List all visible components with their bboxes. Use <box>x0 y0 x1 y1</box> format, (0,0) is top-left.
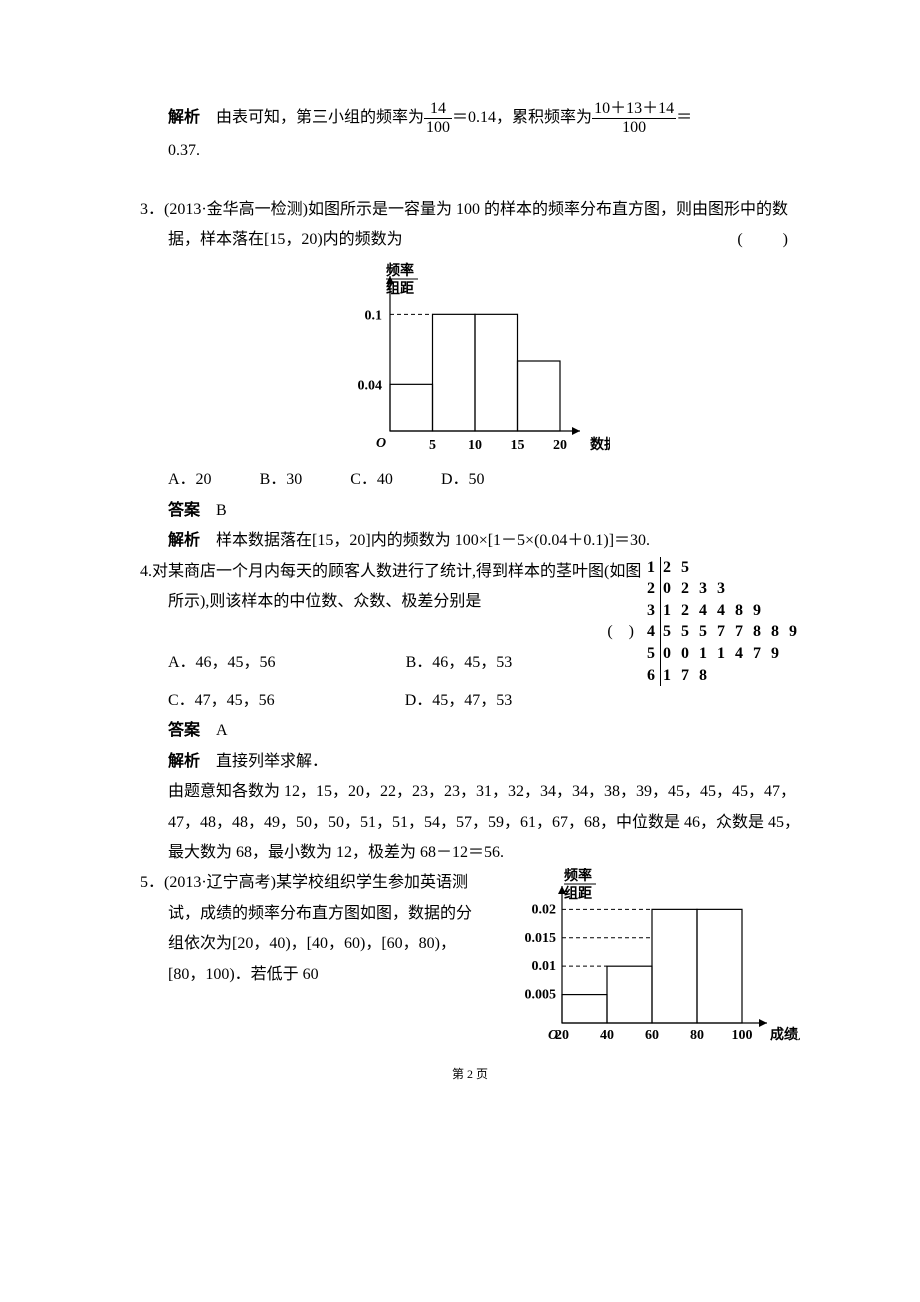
q3-stem-text: (2013·金华高一检测)如图所示是一容量为 100 的样本的频率分布直方图，则… <box>164 201 788 248</box>
q2-line2: 0.37. <box>140 136 800 166</box>
q4-answer: 答案 A <box>140 716 800 746</box>
q4-stem-text: 对某商店一个月内每天的顾客人数进行了统计,得到样本的茎叶图(如图所示),则该样本… <box>152 563 641 610</box>
svg-text:成绩／分: 成绩／分 <box>770 1026 800 1043</box>
q5-chart: 0.0050.010.0150.0220406080100O成绩／分频率组距 <box>500 868 800 1043</box>
q5-stem-text: (2013·辽宁高考)某学校组织学生参加英语测试，成绩的频率分布直方图如图，数据… <box>164 874 472 982</box>
svg-text:频率: 频率 <box>386 262 414 279</box>
svg-text:0.01: 0.01 <box>532 960 557 975</box>
q4-options-row2: C．47，45，56 D．45，47，53 <box>140 686 800 716</box>
svg-text:10: 10 <box>468 438 482 453</box>
q3-paren: ( ) <box>765 225 800 255</box>
q3-opt-c: C．40 <box>350 465 393 495</box>
q4-row: 4.对某商店一个月内每天的顾客人数进行了统计,得到样本的茎叶图(如图所示),则该… <box>140 557 800 687</box>
svg-text:0.015: 0.015 <box>525 931 557 946</box>
q4-exp1: 解析 直接列举求解． <box>140 747 800 777</box>
q4-exp2: 由题意知各数为 12，15，20，22，23，23，31，32，34，34，38… <box>140 777 800 868</box>
svg-text:0.02: 0.02 <box>532 903 557 918</box>
q3-options: A．20 B．30 C．40 D．50 <box>140 465 800 495</box>
q5-stem: 5．(2013·辽宁高考)某学校组织学生参加英语测试，成绩的频率分布直方图如图，… <box>140 868 484 990</box>
q2-explanation: 解析 由表可知，第三小组的频率为14100＝0.14，累积频率为10＋13＋14… <box>140 100 800 136</box>
q4-paren: ( ) <box>140 617 644 647</box>
q3-chart: 0.04 0.1 5 10 15 20 O 数据 频率组距 <box>140 261 800 461</box>
svg-text:0.005: 0.005 <box>525 988 557 1003</box>
svg-text:组距: 组距 <box>386 280 414 297</box>
q3-exp-label: 解析 <box>168 532 200 549</box>
svg-text:60: 60 <box>645 1028 659 1043</box>
q4-ans-label: 答案 <box>168 722 200 739</box>
q2-frac1: 14100 <box>424 100 452 136</box>
q2-exp-label: 解析 <box>168 109 200 126</box>
q4-exp-label: 解析 <box>168 753 200 770</box>
q4-num: 4. <box>140 563 152 580</box>
q4-opt-a: A．46，45，56 <box>168 648 276 678</box>
q4-opt-b: B．46，45，53 <box>406 648 513 678</box>
q3-exp: 样本数据落在[15，20]内的频数为 100×[1－5×(0.04＋0.1)]＝… <box>216 532 650 549</box>
q3-opt-d: D．50 <box>441 465 485 495</box>
q4-exp1-text: 直接列举求解． <box>216 753 328 770</box>
q3-num: 3． <box>140 201 164 218</box>
svg-text:组距: 组距 <box>564 885 592 902</box>
q3-explanation: 解析 样本数据落在[15，20]内的频数为 100×[1－5×(0.04＋0.1… <box>140 526 800 556</box>
svg-text:20: 20 <box>553 438 567 453</box>
q3-ans: B <box>216 502 227 519</box>
svg-text:100: 100 <box>732 1028 753 1043</box>
q3-ans-label: 答案 <box>168 502 200 519</box>
q3-answer: 答案 B <box>140 496 800 526</box>
q2-eq1: ＝0.14，累积频率为 <box>452 109 592 126</box>
q2-eq2: ＝ <box>676 109 692 126</box>
q4-stemleaf: 12 520 2 3 331 2 4 4 8 945 5 5 7 7 8 8 9… <box>644 557 800 687</box>
q3-stem: 3．(2013·金华高一检测)如图所示是一容量为 100 的样本的频率分布直方图… <box>140 195 800 256</box>
svg-text:15: 15 <box>511 438 525 453</box>
svg-text:40: 40 <box>600 1028 614 1043</box>
q4-stem: 4.对某商店一个月内每天的顾客人数进行了统计,得到样本的茎叶图(如图所示),则该… <box>140 557 644 618</box>
svg-text:O: O <box>376 436 386 451</box>
q5-row: 5．(2013·辽宁高考)某学校组织学生参加英语测试，成绩的频率分布直方图如图，… <box>140 868 800 1043</box>
q3-opt-b: B．30 <box>260 465 303 495</box>
svg-text:5: 5 <box>429 438 436 453</box>
q4-opt-c: C．47，45，56 <box>168 686 275 716</box>
svg-text:频率: 频率 <box>564 868 592 884</box>
svg-text:数据: 数据 <box>590 436 610 453</box>
q4-ans: A <box>216 722 228 739</box>
q2-text-a: 由表可知，第三小组的频率为 <box>216 109 424 126</box>
q2-frac2: 10＋13＋14100 <box>592 100 676 136</box>
q5-num: 5． <box>140 874 164 891</box>
q4-options-row1: A．46，45，56 B．46，45，53 <box>140 648 644 678</box>
q4-opt-d: D．45，47，53 <box>405 686 513 716</box>
q3-opt-a: A．20 <box>168 465 212 495</box>
svg-text:0.1: 0.1 <box>365 309 383 324</box>
page-number: 第 2 页 <box>140 1063 800 1086</box>
svg-text:O: O <box>548 1028 558 1043</box>
svg-text:0.04: 0.04 <box>358 379 383 394</box>
svg-text:80: 80 <box>690 1028 704 1043</box>
